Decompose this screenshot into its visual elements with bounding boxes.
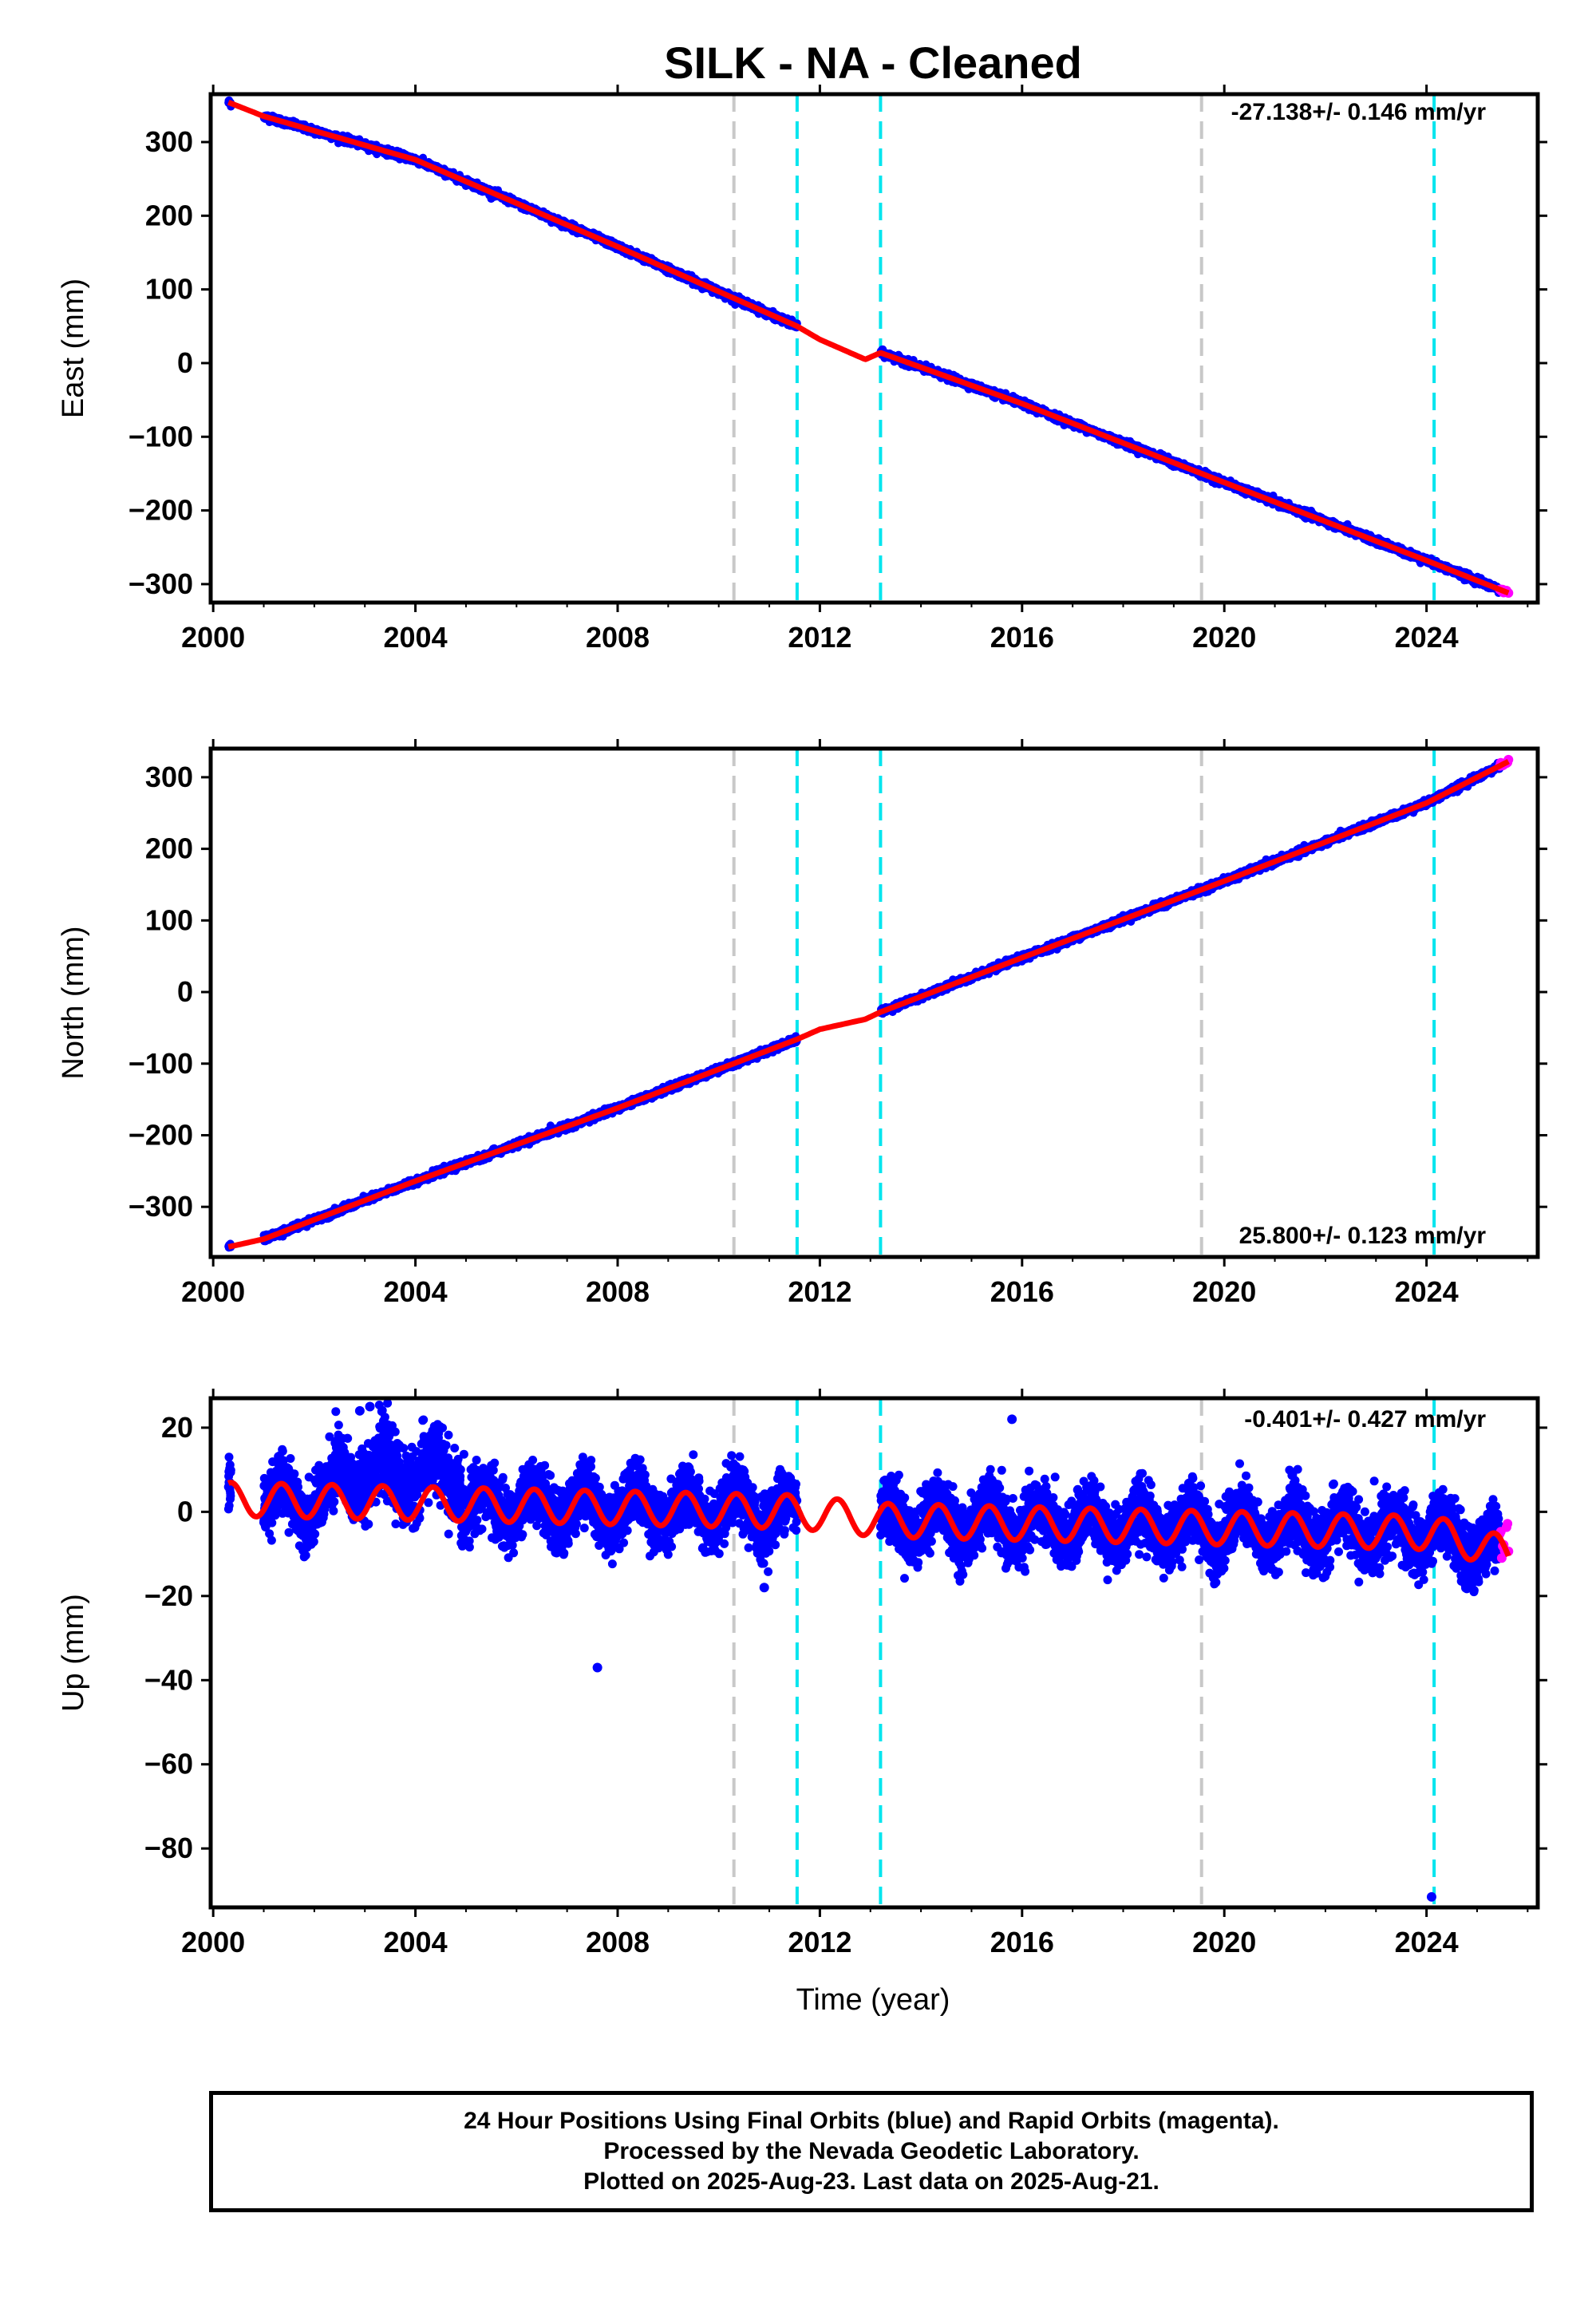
figure-title: SILK - NA - Cleaned [664, 38, 1082, 88]
final-orbit-points [224, 96, 1504, 597]
east-panel: 2000 2004 2008 2012 2016 2020 20243002001000−1… [57, 85, 1547, 654]
